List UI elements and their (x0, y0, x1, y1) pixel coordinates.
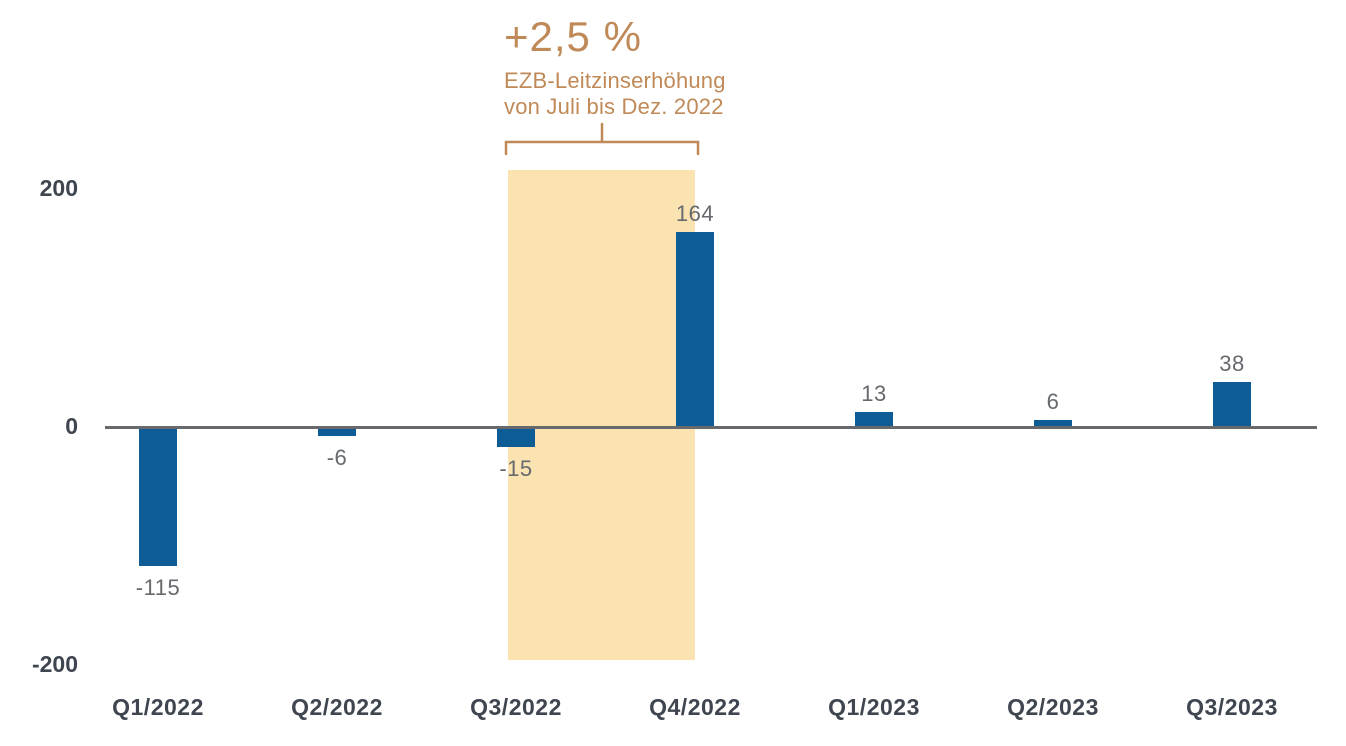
annotation-headline: +2,5 % (504, 13, 642, 60)
x-axis-line (105, 426, 1317, 429)
x-axis-label-Q4/2022: Q4/2022 (649, 694, 741, 720)
bar-value-label: -6 (326, 445, 348, 470)
x-axis-label-Q3/2022: Q3/2022 (470, 694, 562, 720)
x-axis-label-Q2/2023: Q2/2023 (1007, 694, 1099, 720)
bar-Q1/2023 (855, 412, 893, 427)
x-axis-label-Q1/2022: Q1/2022 (112, 694, 204, 720)
x-axis-label-Q2/2022: Q2/2022 (291, 694, 383, 720)
bar-Q3/2023 (1213, 382, 1251, 427)
bar-value-label: 164 (675, 201, 715, 226)
annotation-line2: von Juli bis Dez. 2022 (504, 94, 724, 119)
x-axis-label-Q1/2023: Q1/2023 (828, 694, 920, 720)
y-tick-label: 200 (39, 175, 78, 201)
y-tick-label: 0 (65, 413, 78, 439)
annotation-line1: EZB-Leitzinserhöhung (504, 68, 726, 93)
annotation-block: +2,5 % EZB-Leitzinserhöhung von Juli bis… (504, 16, 726, 120)
bar-Q4/2022 (676, 232, 714, 427)
bar-value-label: 6 (1046, 389, 1060, 414)
bar-value-label: -15 (499, 456, 533, 481)
bar-Q2/2023 (1034, 420, 1072, 427)
bar-Q2/2022 (318, 429, 356, 436)
bar-Q1/2022 (139, 429, 177, 566)
bar-value-label: 38 (1219, 351, 1245, 376)
x-axis-label-Q3/2023: Q3/2023 (1186, 694, 1278, 720)
bar-value-label: -115 (135, 575, 181, 600)
bar-value-label: 13 (861, 381, 887, 406)
highlight-band (508, 170, 695, 660)
y-tick-label: -200 (31, 651, 78, 677)
bar-Q3/2022 (497, 429, 535, 447)
